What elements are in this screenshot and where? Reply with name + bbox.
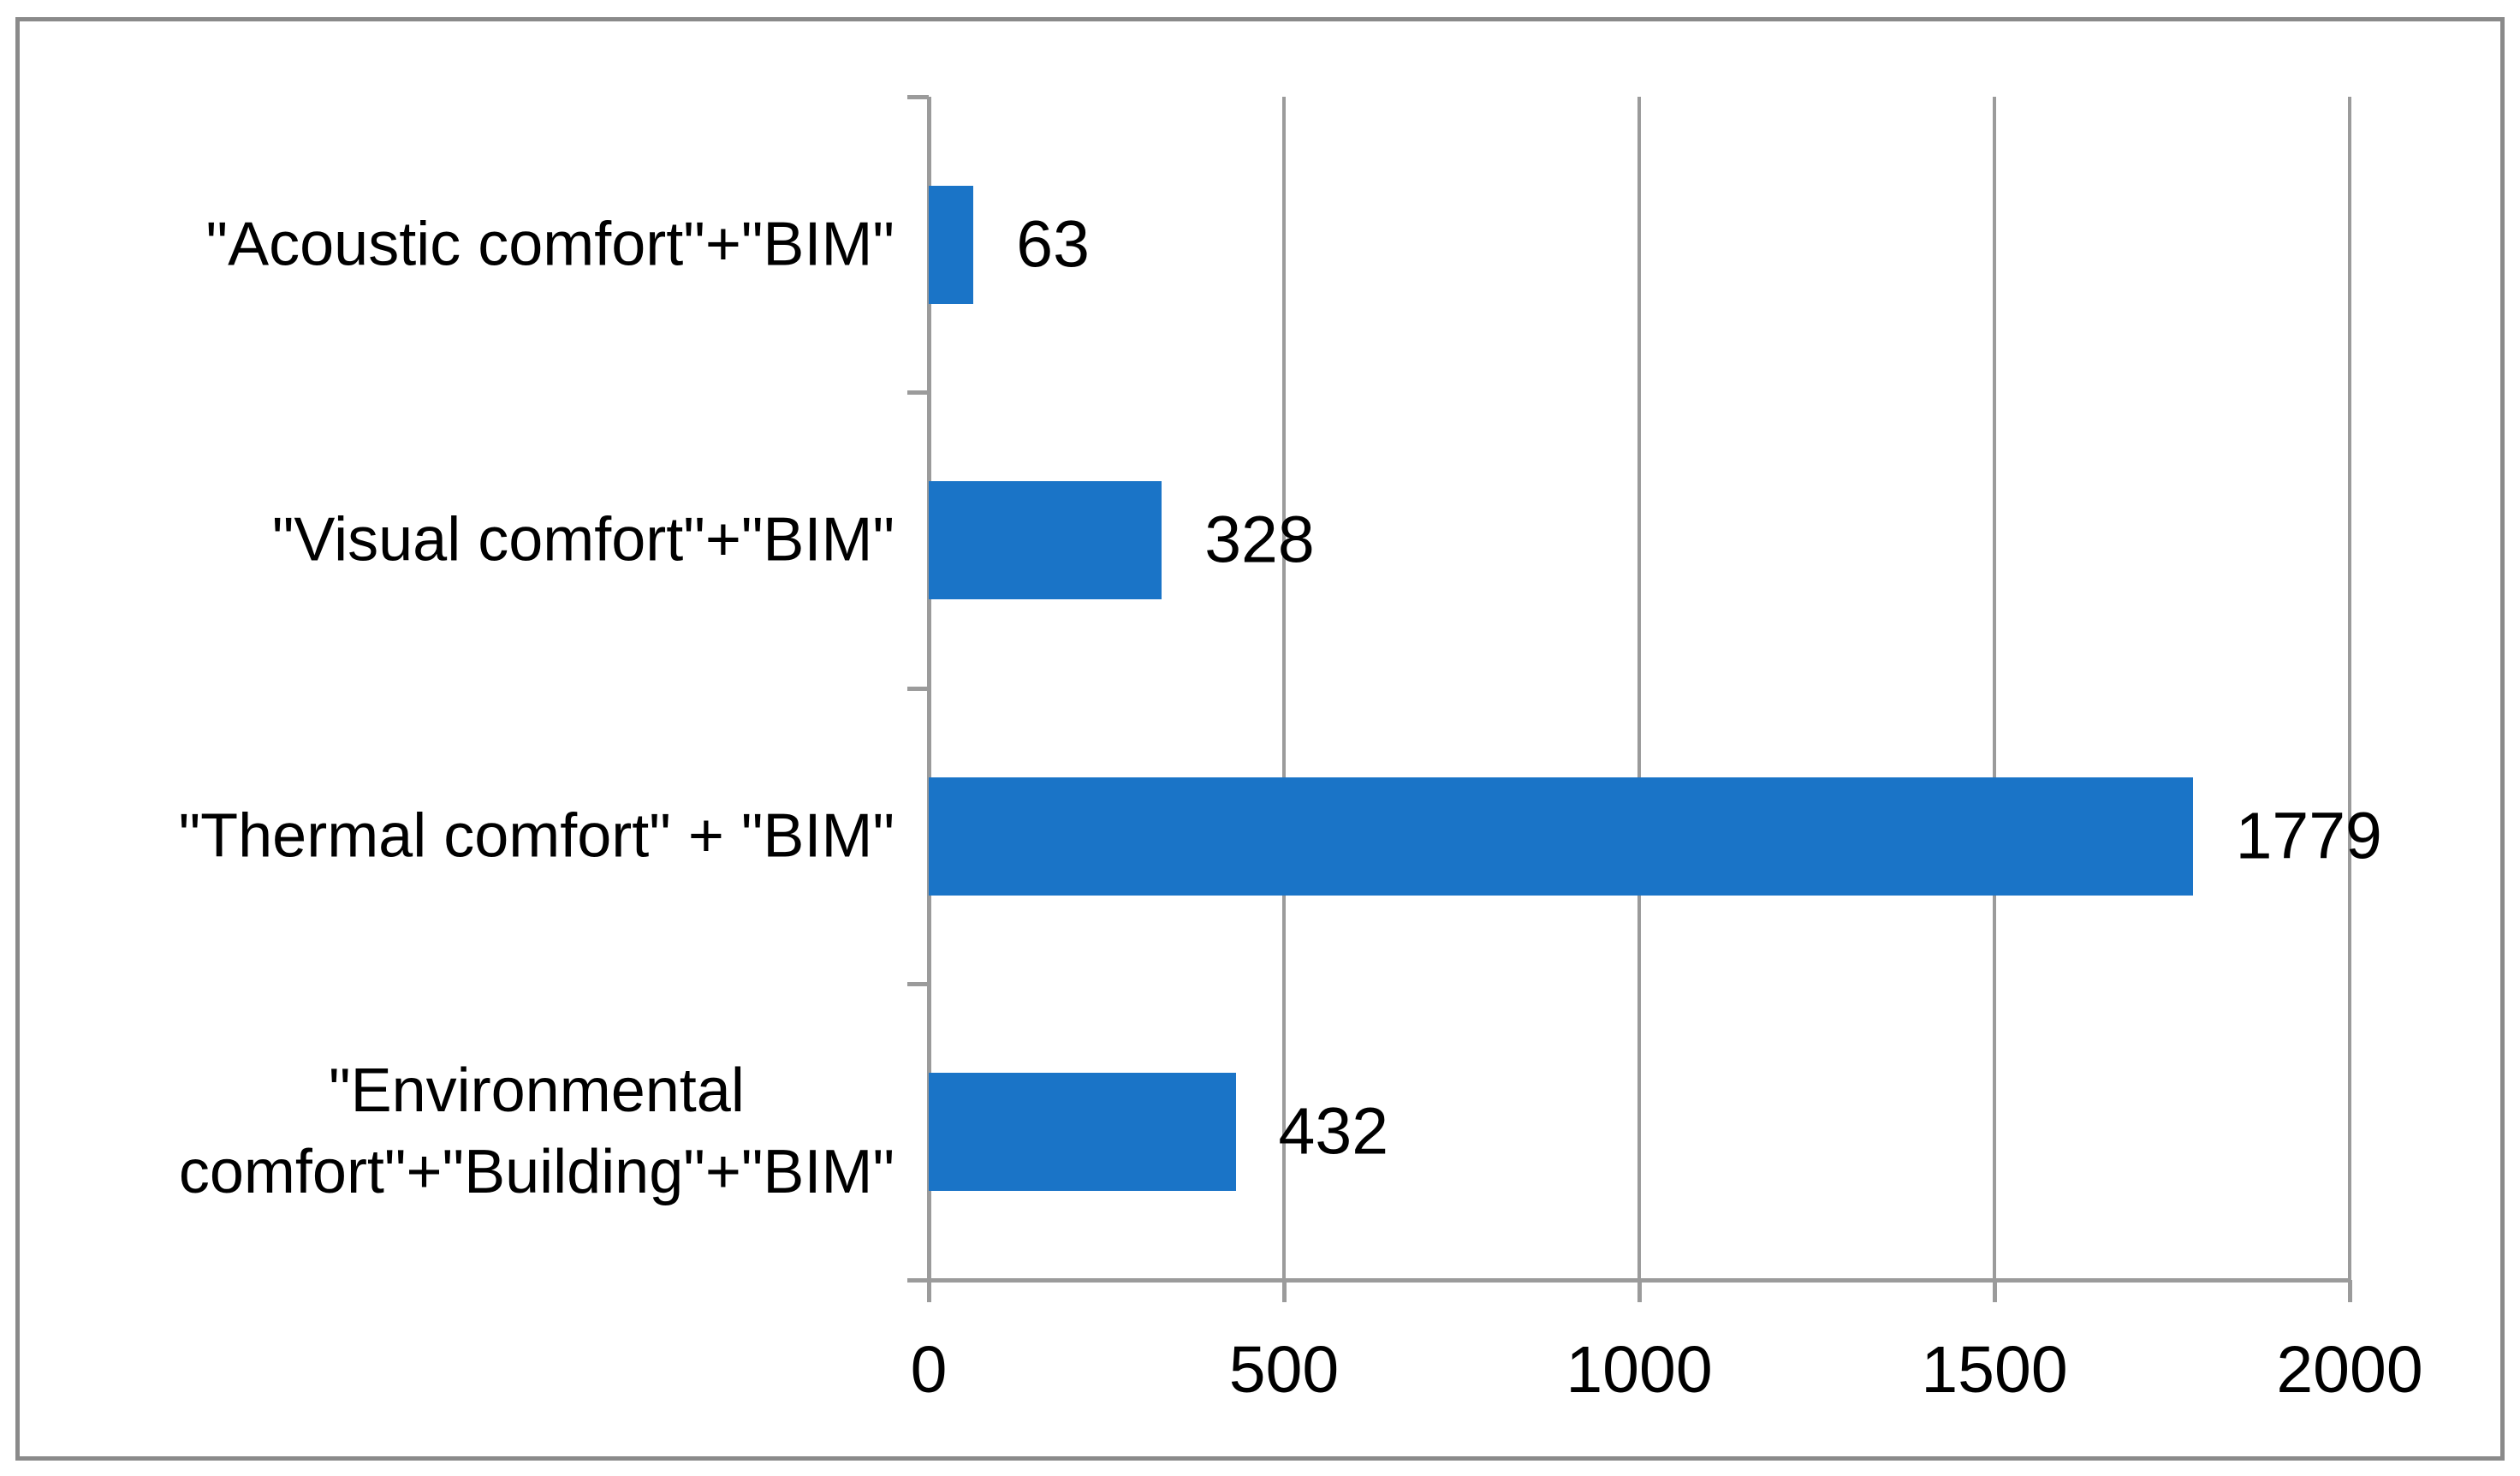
y-tick-mark xyxy=(907,94,929,99)
y-tick-mark xyxy=(907,982,929,986)
x-tick-mark xyxy=(2347,1280,2352,1302)
y-tick-mark xyxy=(907,1277,929,1283)
category-label: "Thermal comfort" + "BIM" xyxy=(178,801,894,871)
bar xyxy=(929,1073,1236,1192)
y-tick-mark xyxy=(907,686,929,691)
gridline xyxy=(1993,97,1996,1280)
x-tick-label: 500 xyxy=(1228,1333,1340,1407)
x-axis-line xyxy=(907,1277,2350,1283)
bar-value-label: 1779 xyxy=(2235,799,2382,873)
x-tick-label: 2000 xyxy=(2276,1333,2423,1407)
category-label: "Visual comfort"+"BIM" xyxy=(271,505,894,574)
bar xyxy=(929,185,974,304)
y-axis-line xyxy=(926,97,931,1302)
bar-value-label: 63 xyxy=(1016,207,1090,282)
chart-border xyxy=(15,17,2505,1461)
bar xyxy=(929,481,1162,600)
plot-area xyxy=(907,94,2352,1302)
category-label: "Acoustic comfort"+"BIM" xyxy=(205,210,894,279)
category-label: "Environmental comfort"+"Building"+"BIM" xyxy=(178,1056,894,1207)
bar-value-label: 328 xyxy=(1204,503,1315,577)
y-tick-mark xyxy=(907,390,929,395)
bar-value-label: 432 xyxy=(1278,1094,1389,1169)
x-tick-label: 1500 xyxy=(1921,1333,2068,1407)
x-tick-mark xyxy=(1637,1280,1642,1302)
gridline xyxy=(1637,97,1641,1280)
x-tick-mark xyxy=(1281,1280,1287,1302)
x-tick-mark xyxy=(1992,1280,1997,1302)
x-tick-mark xyxy=(926,1280,931,1302)
gridline xyxy=(2348,97,2351,1280)
x-tick-label: 0 xyxy=(910,1333,948,1407)
gridline xyxy=(1282,97,1286,1280)
x-tick-label: 1000 xyxy=(1566,1333,1713,1407)
bar xyxy=(929,777,2193,896)
